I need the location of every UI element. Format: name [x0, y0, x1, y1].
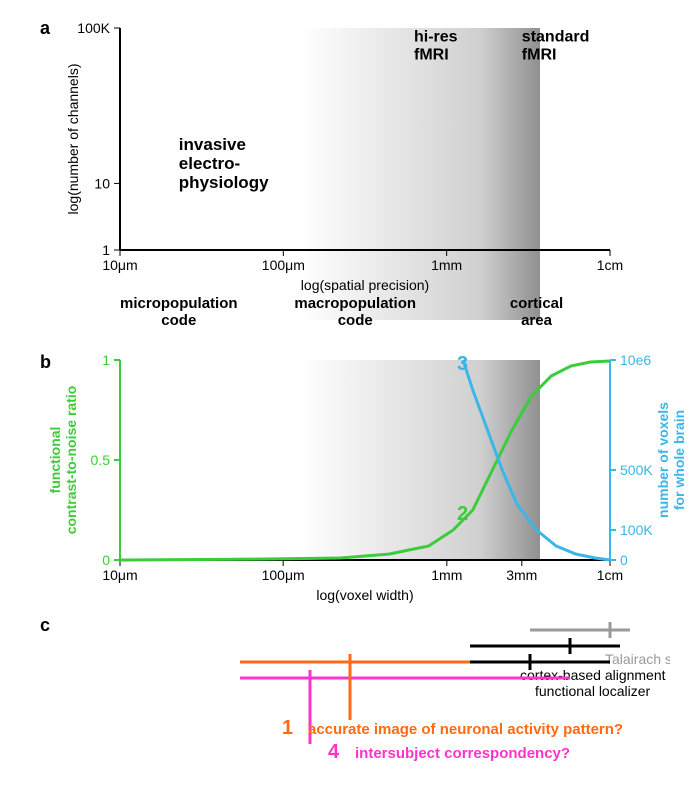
svg-text:0: 0	[620, 552, 628, 568]
svg-text:100μm: 100μm	[262, 567, 305, 583]
svg-text:accurate image of neuronal act: accurate image of neuronal activity patt…	[308, 721, 623, 738]
svg-text:cortical: cortical	[510, 295, 563, 312]
svg-text:intersubject correspondency?: intersubject correspondency?	[355, 745, 570, 762]
panel-a-label: a	[40, 18, 50, 39]
svg-text:contrast-to-noise ratio: contrast-to-noise ratio	[63, 386, 79, 535]
svg-text:functional localizer: functional localizer	[535, 683, 651, 699]
svg-text:hi-res: hi-res	[414, 28, 458, 45]
svg-text:10: 10	[94, 175, 110, 191]
svg-text:fMRI: fMRI	[522, 46, 557, 63]
svg-text:area: area	[521, 312, 553, 329]
panel-c-diagram: Talairach spacecortex-based alignmentfun…	[110, 622, 670, 787]
svg-text:standard: standard	[522, 28, 590, 45]
svg-text:2: 2	[457, 503, 468, 525]
svg-text:1mm: 1mm	[431, 567, 462, 583]
svg-text:physiology: physiology	[179, 173, 269, 192]
svg-text:1: 1	[102, 242, 110, 258]
svg-text:micropopulation: micropopulation	[120, 295, 238, 312]
svg-text:for whole brain: for whole brain	[671, 410, 687, 510]
svg-text:invasive: invasive	[179, 135, 246, 154]
svg-text:0: 0	[102, 552, 110, 568]
svg-text:code: code	[161, 312, 196, 329]
svg-text:100K: 100K	[77, 20, 110, 36]
svg-text:electro-: electro-	[179, 154, 240, 173]
svg-text:1: 1	[102, 354, 110, 368]
svg-text:1cm: 1cm	[597, 257, 623, 273]
svg-text:4: 4	[328, 741, 340, 763]
svg-text:fMRI: fMRI	[414, 46, 449, 63]
svg-text:number of voxels: number of voxels	[655, 402, 671, 518]
svg-text:100μm: 100μm	[262, 257, 305, 273]
svg-text:1: 1	[282, 717, 293, 739]
svg-text:3: 3	[457, 354, 468, 375]
svg-text:10μm: 10μm	[102, 567, 137, 583]
panel-a-chart: 10μm 100μm 1mm 1cm log(spatial precision) 1 10…	[60, 20, 680, 350]
svg-text:log(voxel width): log(voxel width)	[316, 587, 413, 603]
svg-text:10e6: 10e6	[620, 354, 651, 368]
svg-text:3mm: 3mm	[506, 567, 537, 583]
svg-text:100K: 100K	[620, 522, 653, 538]
svg-text:500K: 500K	[620, 462, 653, 478]
panel-c-label: c	[40, 615, 50, 636]
svg-text:macropopulation: macropopulation	[294, 295, 416, 312]
svg-text:0.5: 0.5	[91, 452, 111, 468]
svg-text:functional: functional	[47, 427, 63, 494]
panel-b-chart: 10μm 100μm 1mm 3mm 1cm log(voxel width) 0 0.5 1 f…	[30, 354, 690, 614]
svg-text:10μm: 10μm	[102, 257, 137, 273]
svg-text:code: code	[338, 312, 373, 329]
svg-text:cortex-based alignment: cortex-based alignment	[520, 667, 666, 683]
svg-text:1mm: 1mm	[431, 257, 462, 273]
svg-text:1cm: 1cm	[597, 567, 623, 583]
svg-text:Talairach space: Talairach space	[605, 651, 670, 667]
svg-text:log(number of channels): log(number of channels)	[65, 64, 81, 215]
svg-text:log(spatial precision): log(spatial precision)	[301, 277, 429, 293]
